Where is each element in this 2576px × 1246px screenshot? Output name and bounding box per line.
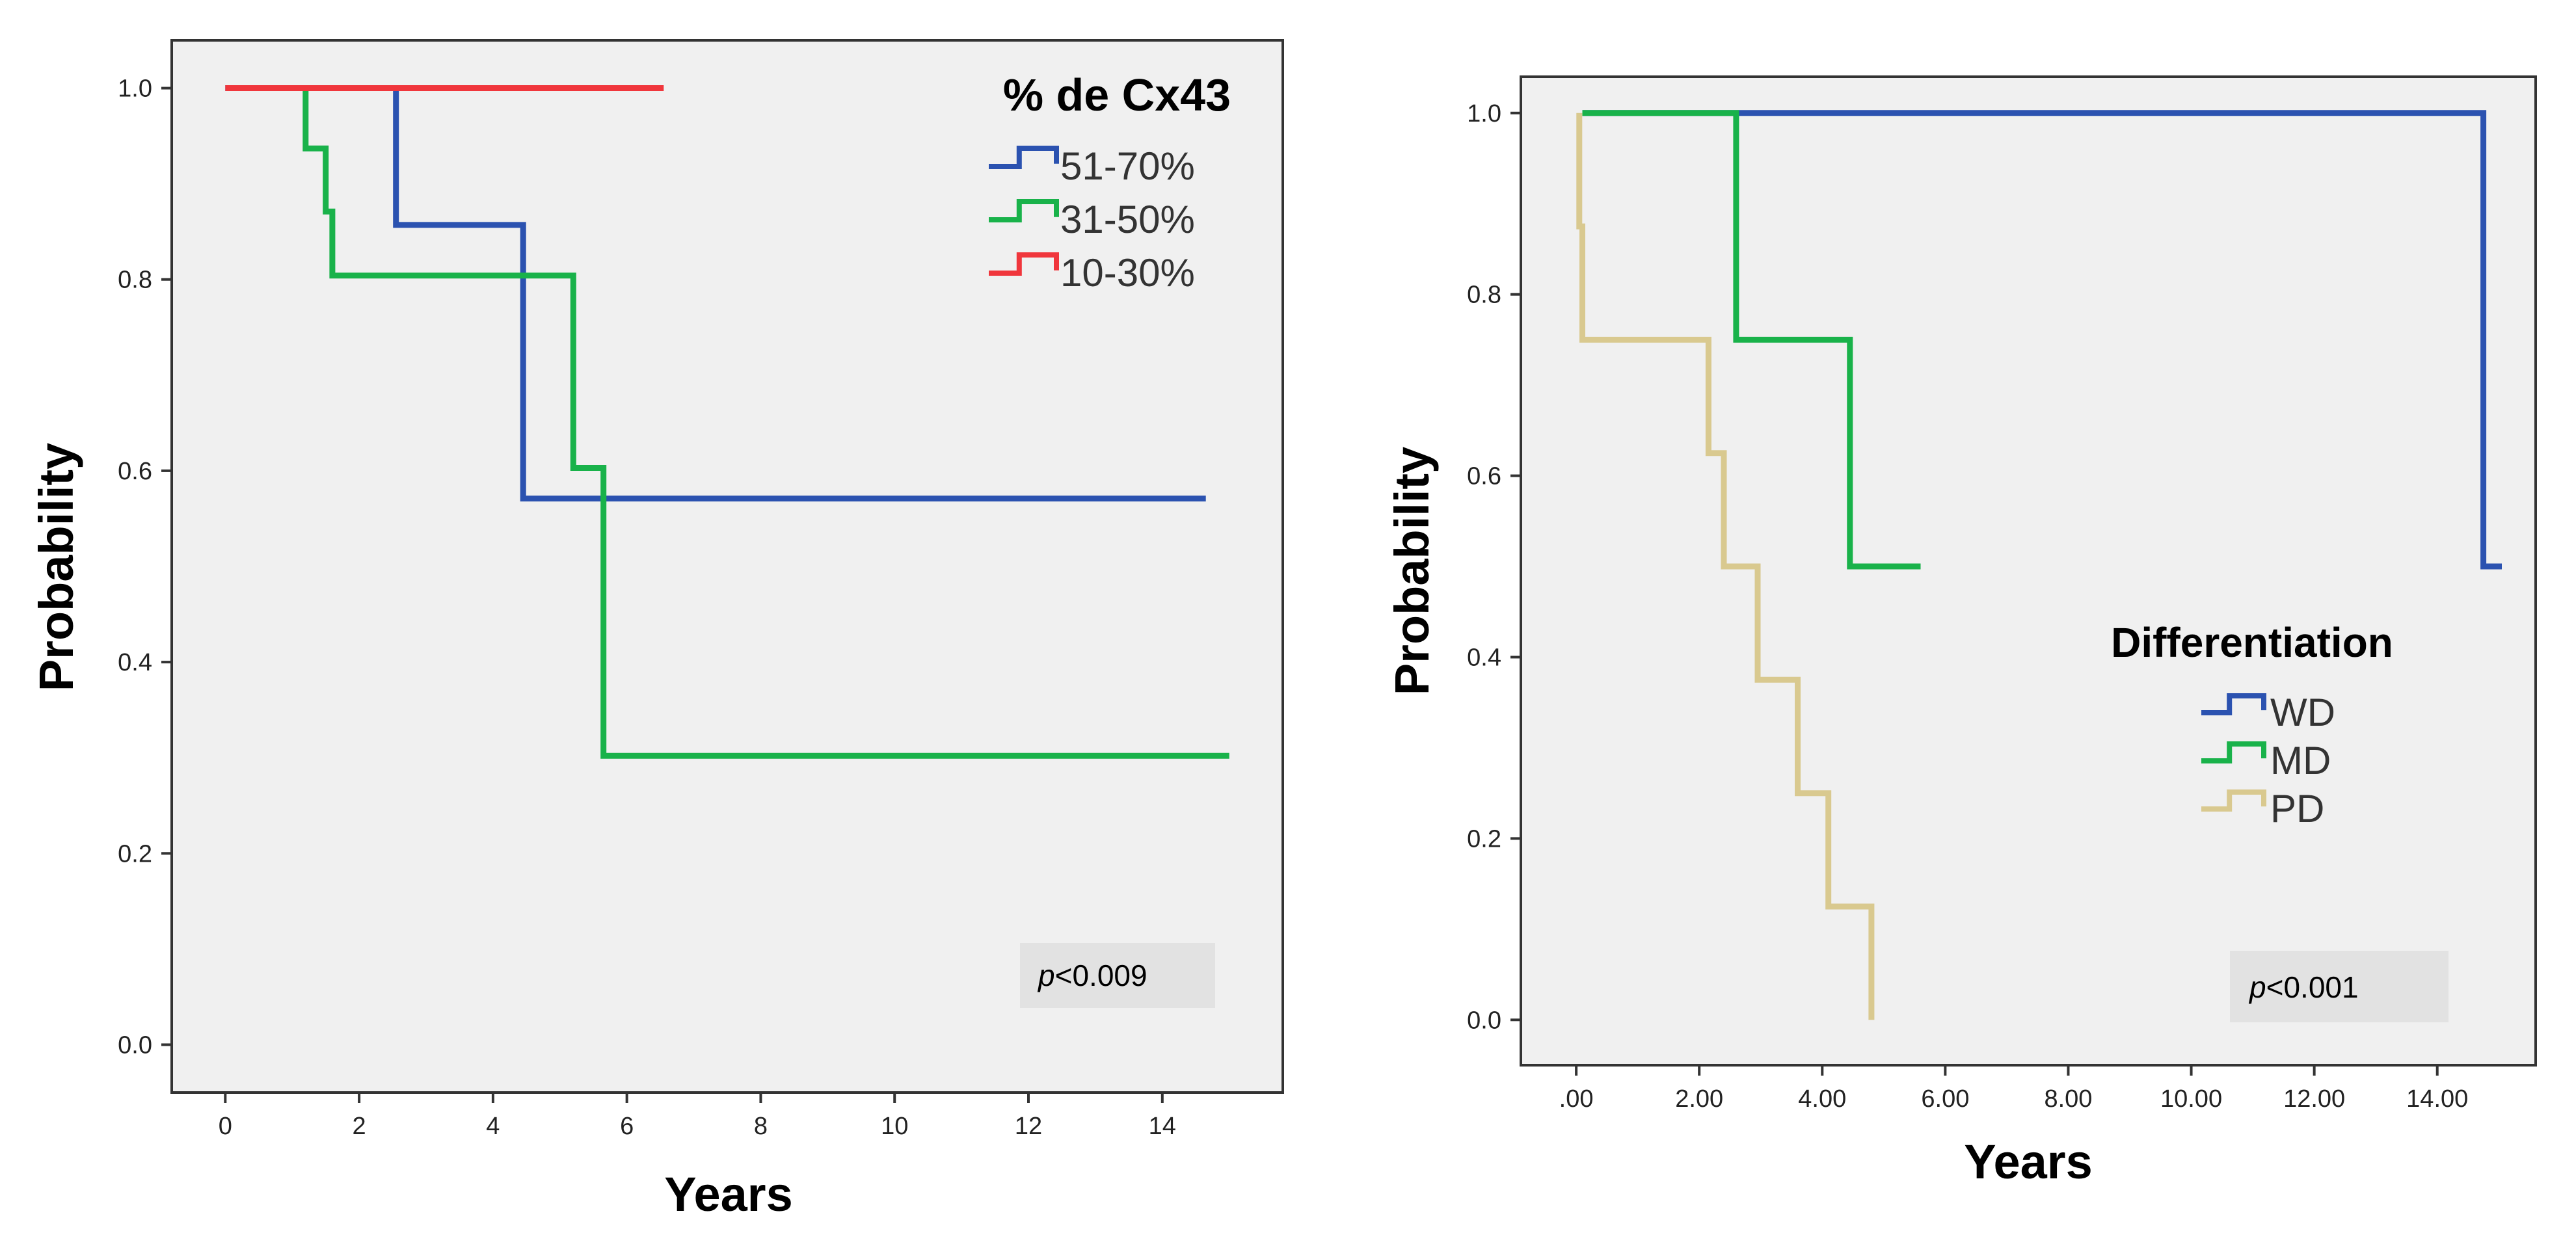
x-tick-label: .00 (1559, 1085, 1594, 1113)
legend-swatch (2201, 741, 2266, 763)
x-tick-label: 12 (1015, 1113, 1042, 1140)
y-tick-label: 0.6 (118, 458, 152, 485)
y-tick-label: 0.4 (118, 649, 152, 676)
x-tick-label: 2 (353, 1113, 366, 1140)
x-tick-label: 8 (754, 1113, 768, 1140)
y-tick-label: 1.0 (118, 75, 152, 103)
legend-label: 10-30% (1060, 251, 1195, 295)
legend-title-left: % de Cx43 (1003, 70, 1231, 120)
x-tick-label: 10.00 (2160, 1085, 2222, 1113)
legend-right: WD MD PD (2201, 691, 2335, 830)
x-tick-label: 14 (1149, 1113, 1176, 1140)
p-value-italic-right: p (2248, 970, 2266, 1004)
x-tick-label: 6.00 (1921, 1085, 1969, 1113)
x-tick-label: 4.00 (1798, 1085, 1846, 1113)
chart-right: 0.0 0.2 0.4 0.6 0.8 1.0 .00 2.00 4.00 6.00 8.00 10.… (1385, 75, 2537, 1189)
x-tick-label: 0 (219, 1113, 232, 1140)
x-tick-label: 4 (486, 1113, 500, 1140)
legend-swatch (989, 252, 1059, 276)
x-tick-label: 10 (881, 1113, 908, 1140)
legend-swatch (2201, 693, 2266, 715)
plot-area-right (1520, 75, 2537, 1067)
chart-left: 0.0 0.2 0.4 0.6 0.8 1.0 0 2 4 6 8 10 12 14 Probabilit… (29, 39, 1284, 1221)
x-tick-label: 14.00 (2406, 1085, 2468, 1113)
y-tick-label: 0.2 (1467, 825, 1501, 853)
x-tick-label: 2.00 (1675, 1085, 1723, 1113)
y-tick-label: 0.0 (118, 1031, 152, 1059)
series-line-md (1582, 110, 1921, 570)
y-tick-label: 0.6 (1467, 463, 1501, 490)
y-tick-label: 0.0 (1467, 1007, 1501, 1034)
legend-label: 51-70% (1060, 144, 1195, 188)
series-line-31-50- (302, 88, 1229, 759)
y-tick-label: 1.0 (1467, 100, 1501, 127)
p-value-box-left (1020, 943, 1215, 1008)
x-tick-label: 8.00 (2044, 1085, 2092, 1113)
p-value-box-right (2230, 951, 2449, 1022)
y-tick-label: 0.8 (1467, 282, 1501, 309)
legend-label: PD (2270, 787, 2324, 830)
p-value-left: p<0.009 (1037, 959, 1147, 992)
y-tick-label: 0.4 (1467, 644, 1501, 671)
p-value-italic-left: p (1037, 959, 1055, 992)
series-line-pd (1576, 113, 1875, 1020)
legend-label: WD (2270, 691, 2335, 734)
legend-swatch (989, 199, 1059, 222)
x-axis-label-left: Years (664, 1167, 793, 1221)
legend-left: 51-70% 31-50% 10-30% (989, 144, 1195, 295)
legend-label: 31-50% (1060, 198, 1195, 241)
plot-area-left (170, 39, 1284, 1094)
legend-swatch (989, 146, 1059, 169)
series-group-right (1576, 110, 2502, 1020)
p-value-right: p<0.001 (2248, 970, 2359, 1004)
x-axis-label-right: Years (1964, 1135, 2093, 1189)
legend-swatch (2201, 789, 2266, 812)
y-tick-label: 0.8 (118, 267, 152, 294)
p-value-text-right: <0.001 (2266, 970, 2359, 1004)
y-axis-label-left: Probability (29, 443, 83, 691)
x-tick-label: 12.00 (2283, 1085, 2345, 1113)
series-line-wd (1582, 110, 2502, 570)
legend-label: MD (2270, 739, 2331, 782)
legend-title-right: Differentiation (2111, 619, 2393, 666)
y-tick-label: 0.2 (118, 840, 152, 868)
x-tick-label: 6 (620, 1113, 634, 1140)
y-axis-label-right: Probability (1385, 447, 1439, 695)
series-group-left (225, 85, 1229, 759)
p-value-text-left: <0.009 (1055, 959, 1147, 992)
